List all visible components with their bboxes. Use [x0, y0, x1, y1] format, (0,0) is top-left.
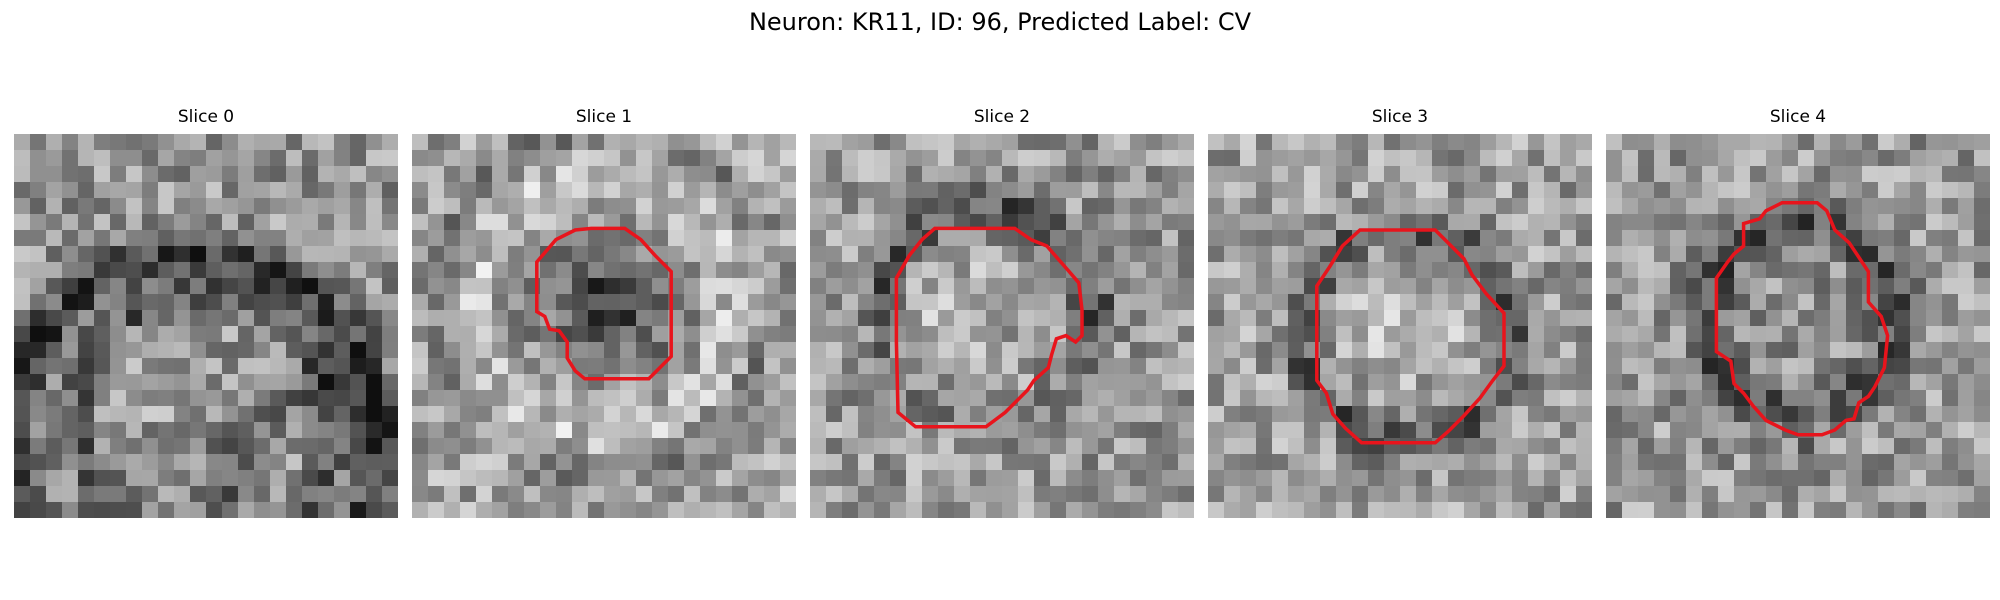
contour-outline-1 — [535, 226, 673, 381]
slice-image-3 — [1208, 134, 1592, 518]
slice-title-2: Slice 2 — [973, 107, 1031, 127]
slice-panel-4: Slice 4 — [1606, 106, 1990, 518]
figure-title: Neuron: KR11, ID: 96, Predicted Label: C… — [748, 8, 1252, 36]
slice-title-3: Slice 3 — [1371, 107, 1429, 127]
slice-image-0 — [14, 134, 398, 518]
slice-image-1 — [412, 134, 796, 518]
slice-pixels-3 — [1208, 134, 1592, 518]
slice-pixels-1 — [412, 134, 796, 518]
slice-image-2 — [810, 134, 1194, 518]
slice-panel-0: Slice 0 — [14, 106, 398, 518]
contour-outline-4 — [1714, 201, 1890, 437]
slice-title-0: Slice 0 — [177, 107, 235, 127]
slice-pixels-4 — [1606, 134, 1990, 518]
slice-pixels-0 — [14, 134, 398, 518]
slice-panel-3: Slice 3 — [1208, 106, 1592, 518]
slice-panel-2: Slice 2 — [810, 106, 1194, 518]
slice-pixels-2 — [810, 134, 1194, 518]
slice-title-4: Slice 4 — [1769, 107, 1827, 127]
slice-title-1: Slice 1 — [575, 107, 633, 127]
contour-outline-3 — [1315, 228, 1506, 445]
slice-image-4 — [1606, 134, 1990, 518]
contour-outline-2 — [894, 226, 1084, 429]
slice-panel-1: Slice 1 — [412, 106, 796, 518]
